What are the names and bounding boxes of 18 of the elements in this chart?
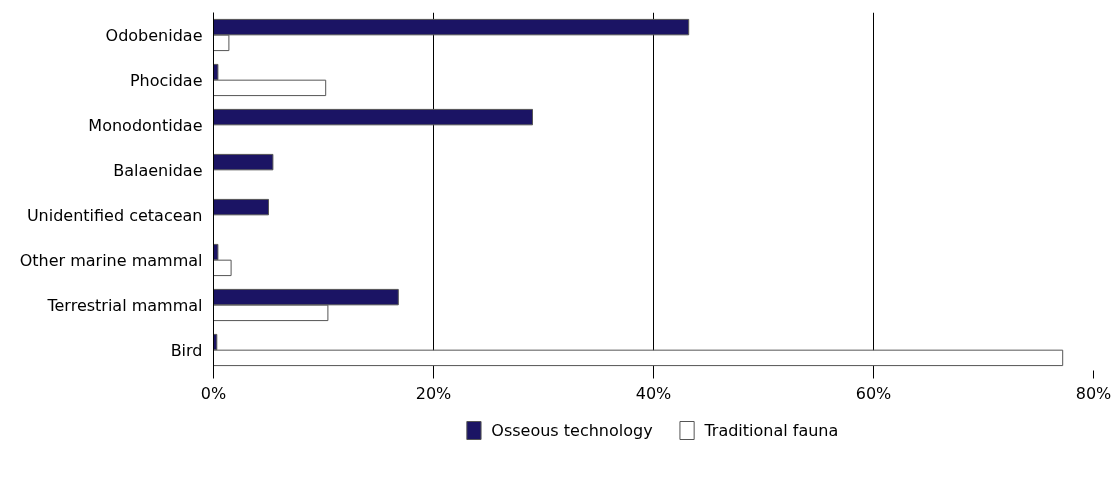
x-tick-label: 60% (855, 383, 892, 403)
bar (213, 198, 269, 216)
x-tick-label: 80% (1075, 383, 1112, 403)
y-tick-label: Odobenidae (105, 25, 203, 45)
x-tick-label: 20% (415, 383, 452, 403)
y-tick-label: Phocidae (129, 70, 203, 90)
x-tick-label: 40% (635, 383, 672, 403)
y-tick-label: Terrestrial mammal (46, 295, 203, 315)
bar (213, 108, 533, 126)
y-tick-label: Monodontidae (88, 115, 203, 135)
y-tick-label: Balaenidae (113, 160, 203, 180)
bar (213, 153, 274, 171)
y-tick-label: Other marine mammal (19, 250, 203, 270)
legend-label: Osseous technology (491, 421, 653, 440)
legend-label: Traditional fauna (703, 421, 839, 440)
y-tick-label: Unidentified cetacean (26, 205, 203, 225)
y-tick-label: Bird (170, 340, 203, 360)
x-tick-label: 0% (200, 383, 227, 403)
